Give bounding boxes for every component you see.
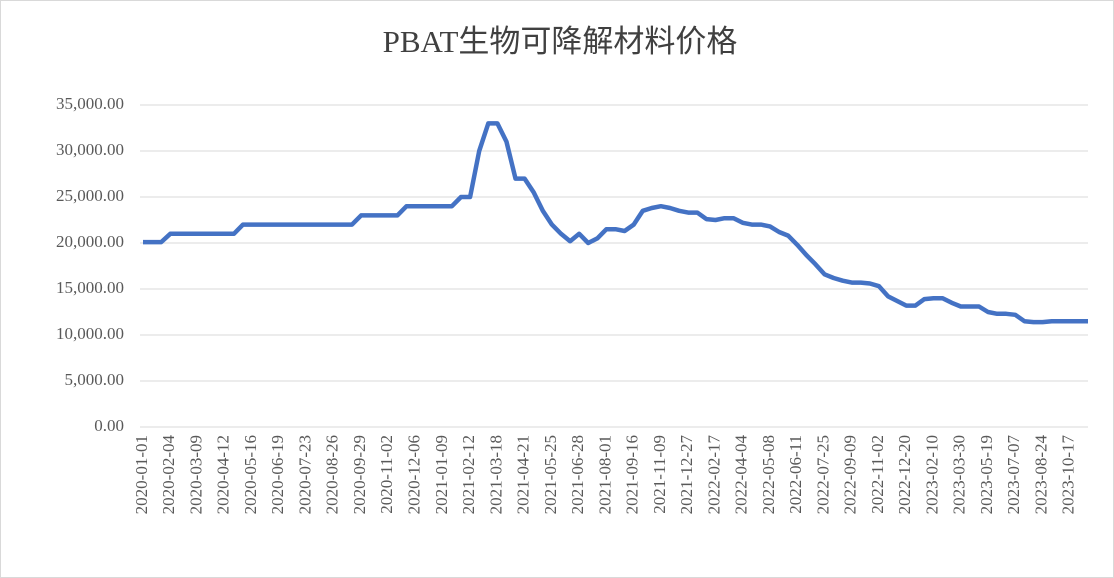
x-tick-label: 2021-06-28 [568, 435, 587, 514]
x-tick-label: 2023-03-30 [950, 435, 969, 514]
x-tick-label: 2020-01-01 [132, 435, 151, 514]
x-tick-label: 2020-07-23 [295, 435, 314, 514]
x-tick-label: 2021-01-09 [432, 435, 451, 514]
y-tick-label: 0.00 [94, 416, 124, 435]
x-tick-label: 2021-02-12 [459, 435, 478, 514]
x-tick-label: 2022-12-20 [895, 435, 914, 514]
data-line [143, 121, 1088, 325]
x-tick-label: 2021-05-25 [541, 435, 560, 514]
y-tick-label: 20,000.00 [56, 232, 124, 251]
x-tick-label: 2021-12-27 [677, 435, 696, 515]
y-tick-label: 10,000.00 [56, 324, 124, 343]
x-tick-label: 2021-11-09 [650, 435, 669, 514]
x-tick-label: 2022-02-17 [704, 435, 723, 515]
x-tick-label: 2021-08-01 [595, 435, 614, 514]
y-tick-label: 25,000.00 [56, 186, 124, 205]
x-tick-label: 2023-08-24 [1031, 435, 1050, 515]
x-tick-label: 2022-04-04 [732, 435, 751, 515]
x-tick-label: 2020-09-29 [350, 435, 369, 514]
x-tick-label: 2023-02-10 [922, 435, 941, 514]
x-tick-label: 2020-11-02 [377, 435, 396, 514]
x-tick-label: 2022-06-11 [786, 435, 805, 514]
y-tick-label: 30,000.00 [56, 140, 124, 159]
x-tick-label: 2022-09-09 [841, 435, 860, 514]
x-tick-label: 2020-12-06 [405, 435, 424, 514]
x-tick-label: 2022-07-25 [813, 435, 832, 514]
x-tick-label: 2023-07-07 [1004, 435, 1023, 515]
x-tick-label: 2022-05-08 [759, 435, 778, 514]
y-tick-label: 15,000.00 [56, 278, 124, 297]
x-tick-label: 2020-03-09 [186, 435, 205, 514]
x-tick-label: 2020-05-16 [241, 435, 260, 514]
x-tick-label: 2022-11-02 [868, 435, 887, 514]
x-tick-label: 2023-05-19 [977, 435, 996, 514]
x-tick-label: 2021-03-18 [486, 435, 505, 514]
x-tick-label: 2023-10-17 [1059, 435, 1078, 515]
y-tick-label: 5,000.00 [65, 370, 125, 389]
x-tick-label: 2021-04-21 [514, 435, 533, 514]
x-tick-label: 2020-04-12 [214, 435, 233, 514]
x-tick-label: 2020-06-19 [268, 435, 287, 514]
x-tick-label: 2020-08-26 [323, 435, 342, 514]
x-tick-label: 2020-02-04 [159, 435, 178, 515]
chart-title: PBAT生物可降解材料价格 [383, 24, 738, 59]
x-tick-label: 2021-09-16 [623, 435, 642, 514]
y-tick-label: 35,000.00 [56, 94, 124, 113]
